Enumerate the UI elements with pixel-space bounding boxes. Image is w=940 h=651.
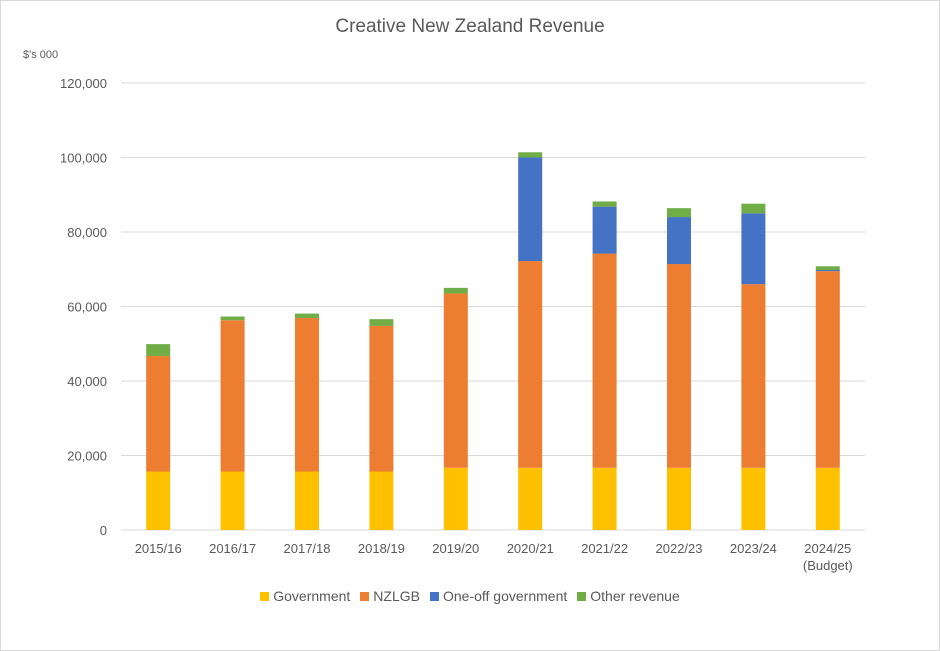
- bar-segment: [815, 269, 840, 272]
- bar-segment: [741, 284, 766, 468]
- y-tick-label: 0: [100, 523, 107, 538]
- bar-segment: [741, 203, 766, 214]
- bar-segment: [815, 266, 840, 270]
- bar-segment: [220, 471, 245, 530]
- bar-segment: [369, 325, 394, 472]
- bar-segment: [815, 271, 840, 468]
- legend-item-one-off-government: One-off government: [429, 588, 568, 604]
- legend-label: NZLGB: [373, 588, 420, 604]
- bar-segment: [592, 201, 617, 207]
- bar-segment: [146, 356, 171, 472]
- bar-segment: [443, 293, 468, 468]
- bar-segment: [295, 471, 319, 530]
- bar-segment: [667, 217, 691, 265]
- legend-swatch-other-revenue: [577, 591, 587, 601]
- chart-title: Creative New Zealand Revenue: [335, 16, 605, 37]
- x-tick-label: 2020/21: [507, 541, 554, 556]
- bar-segment: [295, 318, 319, 472]
- legend: Government NZLGB One-off government Othe…: [0, 588, 940, 604]
- bar-segment: [815, 467, 840, 530]
- legend-swatch-nzlgb: [360, 591, 370, 601]
- y-tick-label: 80,000: [67, 225, 107, 240]
- y-tick-label: 60,000: [67, 300, 107, 315]
- legend-item-other-revenue: Other revenue: [577, 588, 680, 604]
- y-axis-unit-label: $'s 000: [23, 49, 59, 61]
- bar-segment: [295, 313, 319, 319]
- bar-segment: [741, 213, 766, 285]
- bar-segment: [592, 253, 617, 468]
- legend-item-nzlgb: NZLGB: [360, 588, 420, 604]
- bar-segment: [667, 264, 691, 468]
- y-tick-label: 100,000: [60, 151, 107, 166]
- x-tick-label: 2022/23: [656, 541, 703, 556]
- legend-label: Government: [273, 588, 351, 604]
- bar-segment: [518, 467, 543, 530]
- legend-swatch-government: [260, 591, 270, 601]
- bar-segment: [443, 467, 468, 530]
- legend-label: One-off government: [442, 588, 568, 604]
- x-tick-label: 2023/24: [730, 541, 777, 556]
- bar-segment: [146, 344, 171, 357]
- bar-segment: [146, 471, 171, 530]
- legend-item-government: Government: [260, 588, 350, 604]
- y-tick-label: 40,000: [67, 374, 107, 389]
- y-tick-label: 20,000: [67, 449, 107, 464]
- bar-segment: [369, 319, 394, 326]
- x-tick-label: 2024/25: [804, 541, 851, 556]
- legend-swatch-one-off-government: [429, 591, 439, 601]
- bar-segment: [667, 208, 691, 218]
- x-tick-label: 2016/17: [209, 541, 256, 556]
- bar-segment: [443, 287, 468, 294]
- bar-segment: [518, 157, 543, 262]
- bar-segment: [220, 316, 245, 321]
- bar-segment: [741, 467, 766, 530]
- bar-segment: [518, 152, 543, 158]
- legend-label: Other revenue: [590, 588, 680, 604]
- bar-segment: [592, 467, 617, 530]
- bar-segment: [518, 261, 543, 468]
- x-tick-label: 2015/16: [135, 541, 182, 556]
- x-tick-label: 2018/19: [358, 541, 405, 556]
- bar-segment: [220, 320, 245, 472]
- x-tick-label: 2017/18: [284, 541, 331, 556]
- bar-segment: [369, 471, 394, 530]
- x-tick-sublabel: (Budget): [803, 558, 853, 573]
- bar-segment: [592, 206, 617, 254]
- y-tick-label: 120,000: [60, 76, 107, 91]
- x-tick-label: 2021/22: [581, 541, 628, 556]
- x-tick-label: 2019/20: [432, 541, 479, 556]
- bar-segment: [667, 467, 691, 530]
